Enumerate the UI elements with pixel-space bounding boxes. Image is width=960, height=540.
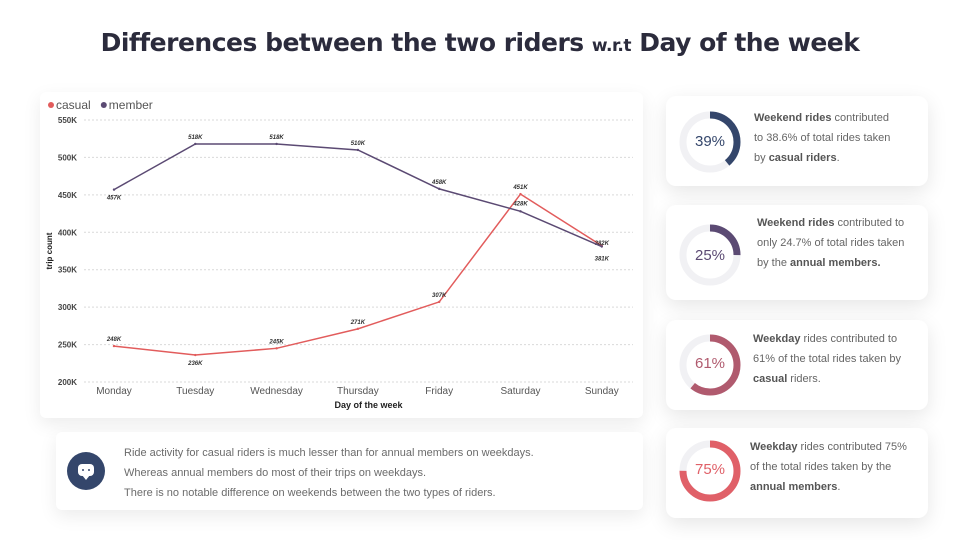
x-axis-label: Day of the week	[334, 400, 403, 410]
data-label: 451K	[512, 185, 528, 191]
data-label: 518K	[188, 135, 203, 141]
donut-percent: 39%	[694, 133, 726, 150]
series-line-casual	[113, 193, 603, 356]
data-point	[600, 245, 603, 248]
donut-chart	[679, 334, 741, 396]
stat-card-weekday-members: 75% Weekday rides contributed 75% of the…	[666, 428, 928, 518]
x-tick-label: Wednesday	[250, 386, 303, 397]
y-tick-label: 200K	[58, 378, 77, 387]
legend-label: member	[109, 98, 153, 112]
y-tick-label: 250K	[58, 341, 77, 350]
donut-percent: 61%	[694, 355, 726, 372]
note-line: Whereas annual members do most of their …	[124, 467, 427, 479]
data-point	[112, 344, 116, 348]
stat-description: Weekday rides contributed 75% of the tot…	[750, 441, 907, 493]
data-label: 236K	[187, 361, 203, 367]
legend-label: casual	[56, 98, 91, 112]
x-tick-label: Saturday	[500, 386, 540, 397]
x-tick-label: Monday	[96, 386, 132, 397]
data-point	[519, 192, 522, 196]
donut-arc	[679, 111, 741, 173]
legend-marker	[48, 102, 54, 108]
data-point	[356, 148, 360, 152]
stat-description: Weekday rides contributed to 61% of the …	[753, 333, 901, 385]
stat-description: Weekend rides contributed to 38.6% of to…	[754, 112, 891, 164]
data-label: 307K	[432, 293, 447, 299]
donut-arc	[679, 334, 741, 396]
y-tick-label: 550K	[58, 116, 77, 125]
y-tick-label: 350K	[58, 266, 77, 275]
title-connector: w.r.t	[591, 36, 632, 56]
x-tick-label: Tuesday	[176, 386, 214, 397]
data-point	[275, 347, 278, 350]
donut-percent: 75%	[694, 461, 726, 478]
chat-icon	[67, 452, 105, 490]
x-tick-label: Thursday	[337, 386, 379, 397]
title-main: Differences between the two riders	[100, 28, 585, 57]
legend-marker	[100, 102, 107, 108]
data-label: 245K	[268, 339, 284, 345]
data-point	[438, 187, 441, 191]
data-label: 248K	[106, 337, 122, 343]
donut-arc	[679, 440, 741, 502]
note-line: There is no notable difference on weeken…	[124, 487, 496, 499]
note-text: Ride activity for casual riders is much …	[124, 443, 634, 503]
data-label: 271K	[350, 320, 366, 326]
title-tail: Day of the week	[639, 28, 860, 57]
donut-chart	[679, 111, 741, 173]
page-title: Differences between the two riders w.r.t…	[0, 28, 960, 57]
y-tick-label: 300K	[58, 303, 77, 312]
x-tick-label: Sunday	[585, 386, 619, 397]
y-tick-label: 500K	[58, 153, 77, 162]
donut-percent: 25%	[694, 247, 726, 264]
chart-panel: 200K 250K 300K 350K 400K 450K 500K 550K Monday Tu…	[40, 92, 643, 418]
data-label: 428K	[512, 201, 528, 207]
data-label: 458K	[431, 180, 447, 186]
stat-card-weekend-members: 25% Weekend rides contributed to only 24…	[666, 205, 928, 300]
donut-arc	[679, 224, 741, 286]
data-point	[519, 210, 522, 213]
y-axis-label: trip count	[45, 232, 54, 269]
data-point	[194, 142, 197, 146]
data-label: 457K	[106, 196, 122, 202]
data-label: 382K	[595, 241, 610, 247]
data-point	[356, 327, 360, 331]
data-point	[438, 300, 441, 304]
stat-card-weekend-casual: 39% Weekend rides contributed to 38.6% o…	[666, 96, 928, 186]
data-point	[275, 142, 278, 146]
data-point	[194, 353, 197, 357]
data-label: 518K	[269, 135, 284, 141]
note-panel: Ride activity for casual riders is much …	[56, 432, 643, 510]
donut-chart	[679, 224, 741, 286]
stat-card-weekday-casual: 61% Weekday rides contributed to 61% of …	[666, 320, 928, 410]
data-point	[112, 188, 116, 191]
data-label: 510K	[351, 141, 366, 147]
y-tick-label: 450K	[58, 191, 77, 200]
line-chart: 200K 250K 300K 350K 400K 450K 500K 550K Monday Tu…	[45, 98, 633, 410]
note-line: Ride activity for casual riders is much …	[124, 447, 534, 459]
stat-description: Weekend rides contributed to only 24.7% …	[757, 217, 905, 269]
donut-chart	[679, 440, 741, 502]
data-label: 381K	[595, 257, 610, 263]
x-tick-label: Friday	[425, 386, 453, 397]
y-tick-label: 400K	[58, 228, 77, 237]
